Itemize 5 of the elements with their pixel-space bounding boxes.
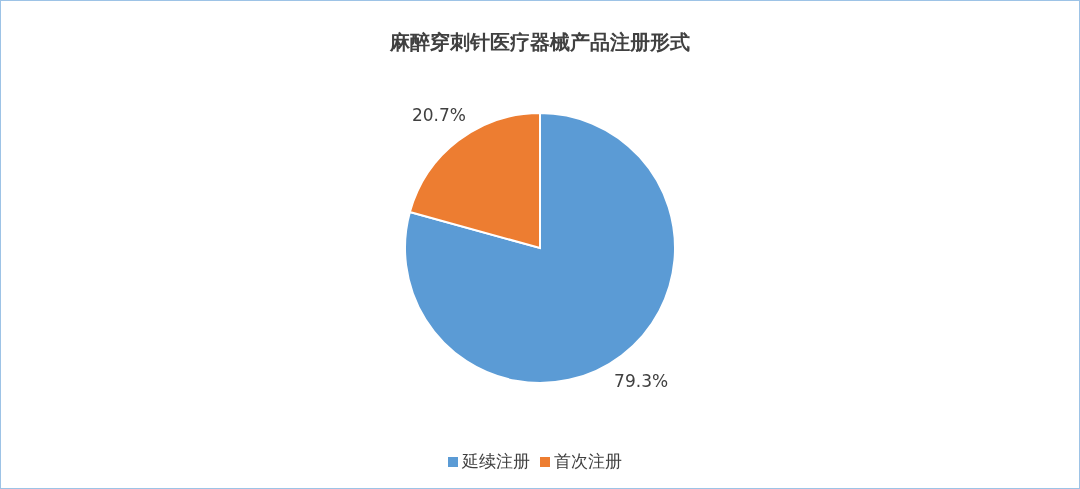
legend-label: 延续注册	[462, 451, 530, 471]
data-label: 79.3%	[614, 370, 669, 391]
data-label: 20.7%	[411, 105, 466, 126]
chart-title: 麻醉穿刺针医疗器械产品注册形式	[389, 29, 691, 56]
legend-label: 首次注册	[554, 451, 622, 471]
